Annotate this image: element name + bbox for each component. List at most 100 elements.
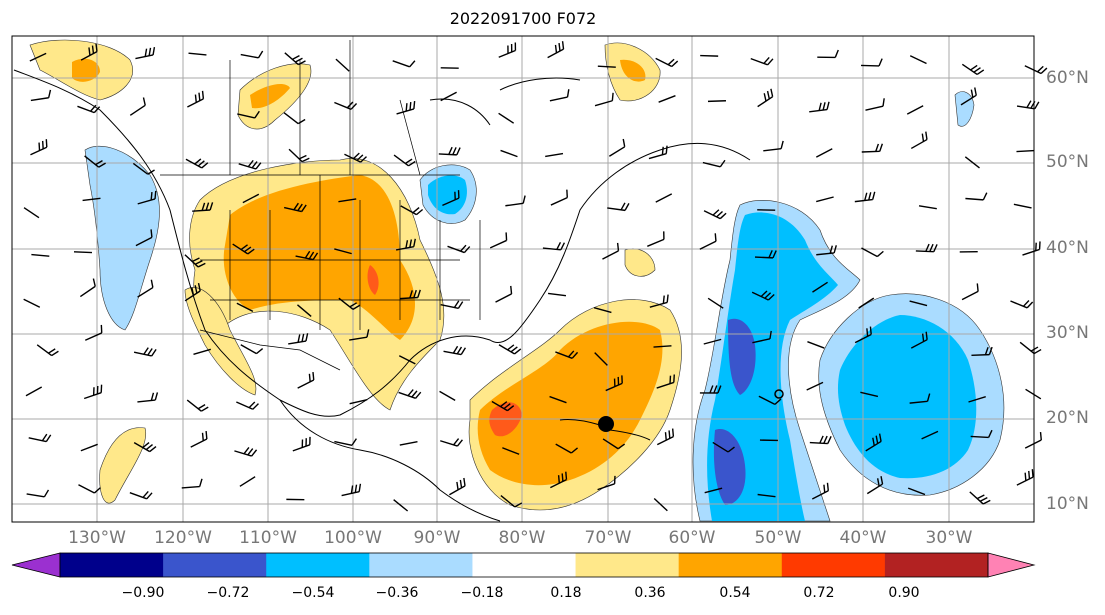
colorbar-tick-9: 0.90 [888, 585, 920, 601]
wind-barb [30, 139, 48, 156]
wind-barb [440, 91, 457, 102]
wind-barb [754, 250, 777, 259]
lat-label-40: 40°N [1046, 238, 1089, 258]
positive-region-west-max [367, 265, 379, 295]
wind-barb [242, 193, 260, 204]
wind-barb [763, 140, 784, 152]
wind-barbs [23, 41, 1048, 512]
central-america-coast [279, 399, 501, 522]
wind-barb [866, 476, 884, 495]
wind-barb [964, 156, 980, 169]
wind-barb [129, 97, 146, 116]
lon-label-30w: 30°W [925, 528, 973, 548]
map-title: 2022091700 F072 [449, 9, 597, 28]
wind-barb [757, 88, 774, 108]
wind-barb [447, 244, 471, 254]
wind-barb [28, 433, 52, 443]
wind-barb [656, 428, 675, 446]
wind-barb [961, 283, 979, 301]
colorbar-segment [369, 553, 473, 577]
wind-barb [236, 401, 259, 410]
wind-barb [188, 52, 207, 56]
wind-barb [498, 112, 515, 124]
wind-barb [757, 493, 776, 498]
wind-barb [288, 333, 309, 345]
colorbar-segment [60, 553, 164, 577]
colorbar-outline [59, 552, 989, 578]
wind-barb [349, 329, 370, 341]
negative-region-pacific-nw [84, 145, 160, 331]
colorbar-tick-4: −0.18 [460, 585, 504, 601]
lon-label-90w: 90°W [413, 528, 461, 548]
wind-barb [491, 400, 515, 412]
wind-barb [23, 298, 41, 308]
wind-barb [283, 202, 307, 213]
wind-barb [82, 197, 101, 202]
wind-barb [854, 326, 872, 344]
wind-barb [439, 390, 456, 401]
wind-barb [648, 145, 668, 160]
lon-label-120w: 120°W [154, 528, 212, 548]
lon-label-50w: 50°W [754, 528, 802, 548]
wind-barb [597, 65, 616, 68]
positive-region-pacific [99, 427, 147, 504]
wind-barb [549, 89, 570, 102]
wind-barb [23, 207, 40, 219]
wind-barb [500, 495, 523, 508]
wind-barb [84, 155, 106, 168]
colorbar-segment [472, 553, 577, 577]
wind-barb [594, 352, 608, 366]
colorbar-tick-3: −0.36 [375, 585, 419, 601]
wind-barb [910, 331, 928, 349]
wind-barb [547, 292, 567, 297]
wind-barb [500, 149, 518, 158]
storm-circle-icon [774, 389, 784, 399]
wind-barb [232, 243, 255, 255]
wind-barb [1024, 431, 1042, 449]
wind-barb [438, 146, 461, 156]
lon-label-80w: 80°W [498, 528, 546, 548]
wind-barb [440, 438, 463, 447]
negative-region-atlantic-west-max [728, 318, 756, 395]
wind-barb [334, 101, 358, 110]
positive-region-caribbean-core [477, 321, 663, 486]
wind-barb [921, 430, 939, 440]
lon-label-60w: 60°W [668, 528, 716, 548]
wind-barb [1024, 65, 1048, 75]
map-gridlines [12, 36, 1034, 522]
wind-barb [239, 476, 256, 487]
wind-barb [398, 389, 422, 399]
wind-barb [809, 101, 830, 113]
wind-barb [758, 395, 782, 406]
colorbar-tick-0: −0.90 [121, 585, 165, 601]
wind-barb [658, 95, 676, 103]
wind-barb [440, 300, 464, 310]
wind-barb [393, 499, 409, 512]
wind-barb [647, 231, 665, 247]
wind-barb [36, 344, 59, 357]
wind-barb [443, 345, 467, 356]
wind-barb [970, 429, 993, 439]
lat-label-10: 10°N [1046, 494, 1089, 514]
colorbar-tick-1: −0.72 [206, 585, 250, 601]
storm-center-icon [598, 416, 614, 432]
wind-barb [707, 297, 724, 309]
wind-barb [854, 191, 876, 203]
wind-barb [965, 192, 988, 201]
wind-barb [400, 205, 424, 216]
province-lines [229, 40, 421, 176]
map-frame [11, 35, 1035, 523]
wind-barb [137, 392, 159, 403]
us-mexico-border [199, 329, 341, 371]
wind-barb [234, 447, 258, 457]
wind-barb [549, 395, 567, 404]
wind-barb [550, 189, 568, 206]
wind-barb [909, 393, 931, 404]
wind-barb [865, 98, 885, 111]
lon-label-100w: 100°W [324, 528, 382, 548]
wind-barb [703, 209, 727, 220]
wind-barb [1010, 300, 1034, 309]
wind-barb [26, 489, 50, 498]
positive-region-labrador-core [620, 59, 646, 82]
lon-label-110w: 110°W [239, 528, 297, 548]
